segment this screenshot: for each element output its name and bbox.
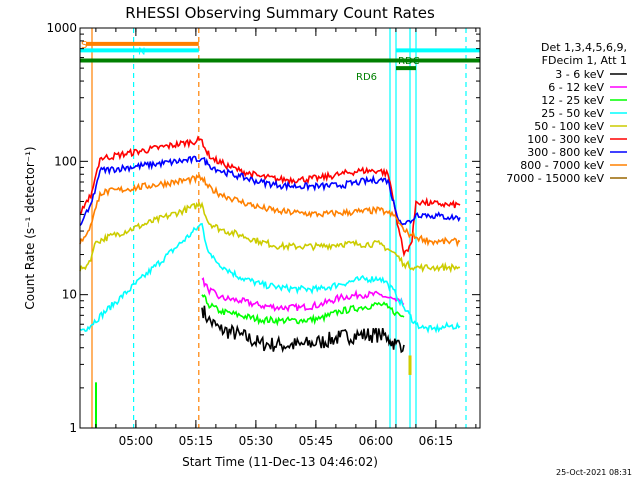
legend-label-8: 7000 - 15000 keV — [506, 172, 604, 185]
series-5-segment-0 — [79, 135, 461, 258]
y-axis-label: Count Rate (s⁻¹ detector⁻¹) — [23, 146, 37, 309]
legend-header-line-1: Det 1,3,4,5,6,9, — [541, 41, 627, 54]
series-6-segment-0 — [79, 155, 461, 227]
y-tick-label-2: 100 — [54, 154, 77, 168]
x-tick-label-5: 06:15 — [419, 434, 454, 448]
legend-label-7: 800 - 7000 keV — [520, 159, 604, 172]
legend-label-4: 50 - 100 keV — [534, 120, 604, 133]
state-bar-label-0: S — [81, 40, 87, 51]
series-7-segment-0 — [79, 173, 461, 248]
state-bar-label-4: RDC — [398, 56, 420, 67]
legend-label-2: 12 - 25 keV — [541, 94, 604, 107]
chart-title: RHESSI Observing Summary Count Rates — [125, 4, 435, 22]
series-0-segment-0 — [201, 305, 405, 354]
markers-layer — [91, 28, 467, 428]
y-tick-label-1: 10 — [62, 288, 77, 302]
series-1-segment-0 — [201, 277, 405, 313]
x-tick-label-3: 05:45 — [299, 434, 334, 448]
state-bars-layer: S N RDC RD6 — [80, 40, 480, 83]
series-layer — [79, 135, 461, 428]
legend-label-5: 100 - 300 keV — [527, 133, 604, 146]
series-2-segment-0 — [201, 294, 405, 327]
legend-header-line-2: FDecim 1, Att 1 — [542, 54, 627, 67]
plot-frame — [79, 27, 481, 429]
state-bar-label-1: N — [138, 46, 145, 57]
legend-label-3: 25 - 50 keV — [541, 107, 604, 120]
x-tick-label-1: 05:15 — [179, 434, 214, 448]
series-4-segment-0 — [79, 201, 461, 274]
x-tick-label-2: 05:30 — [239, 434, 274, 448]
series-3-segment-0 — [79, 222, 461, 334]
footer-timestamp: 25-Oct-2021 08:31 — [556, 468, 632, 477]
state-bar-label-5: RD6 — [356, 72, 377, 83]
x-tick-label-0: 05:00 — [119, 434, 154, 448]
y-tick-label-0: 1 — [69, 421, 77, 435]
x-tick-label-4: 06:00 — [359, 434, 394, 448]
legend-label-1: 6 - 12 keV — [548, 81, 604, 94]
y-tick-label-3: 1000 — [46, 21, 77, 35]
x-axis-label: Start Time (11-Dec-13 04:46:02) — [182, 455, 378, 469]
legend-label-0: 3 - 6 keV — [555, 68, 604, 81]
axes: 1 10 100 1000 05:00 05:15 05:30 05:45 06:00 06:15 — [46, 21, 480, 448]
legend-label-6: 300 - 800 keV — [527, 146, 604, 159]
